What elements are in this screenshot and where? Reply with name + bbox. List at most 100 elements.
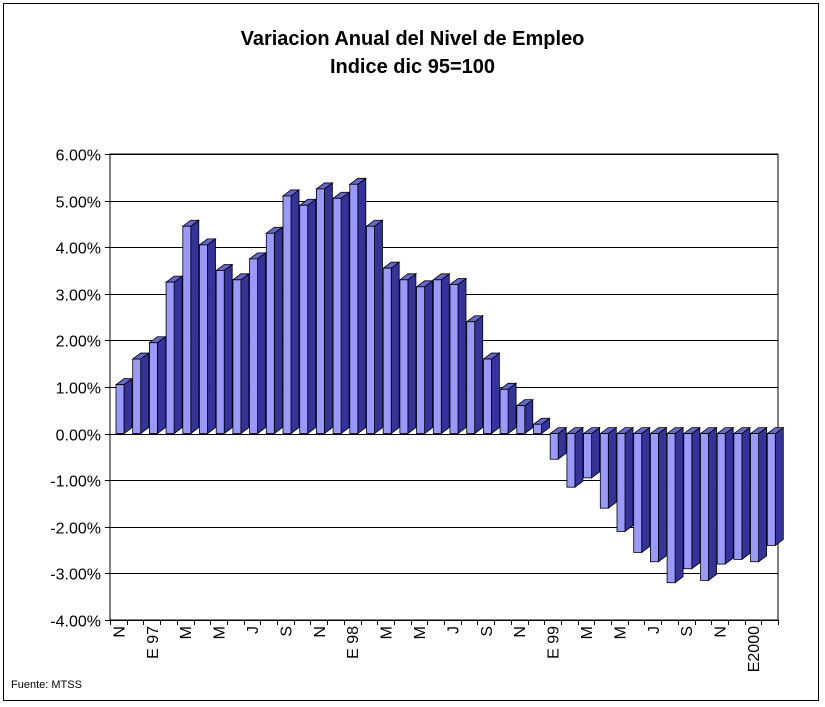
x-tick-label: M — [412, 626, 429, 639]
bar-side — [273, 226, 283, 435]
bar-front — [265, 232, 275, 435]
bar-front — [349, 183, 359, 434]
bar — [549, 426, 568, 461]
bar — [532, 417, 551, 435]
x-tick-label: J — [445, 626, 462, 634]
y-tick-label: -4.00% — [50, 614, 101, 631]
bar-front — [399, 279, 409, 435]
x-tick-label: J — [646, 626, 663, 634]
bar — [265, 226, 284, 435]
bar-front — [766, 433, 776, 546]
y-tick-label: 0.00% — [56, 428, 101, 445]
bar — [231, 273, 251, 435]
x-tick-label: E 98 — [345, 626, 362, 659]
bar-side — [658, 426, 667, 563]
bar-side — [207, 238, 216, 435]
bar-side — [390, 261, 400, 435]
bar-front — [215, 270, 225, 435]
chart-title: Variacion Anual del Nivel de Empleo — [240, 28, 585, 50]
bar-side — [407, 273, 417, 435]
x-tick-label: M — [212, 626, 229, 639]
x-tick-label: S — [479, 626, 496, 637]
bar — [198, 238, 217, 435]
bar — [382, 261, 401, 435]
bar — [315, 182, 334, 435]
bar — [682, 426, 701, 570]
bar-front — [583, 433, 592, 479]
x-tick-label: J — [245, 626, 262, 634]
bar-side — [424, 280, 434, 435]
bar-side — [140, 352, 150, 435]
bar-side — [340, 191, 350, 435]
bar — [665, 426, 685, 584]
bar-front — [650, 433, 659, 563]
bar — [131, 352, 150, 435]
bar-front — [299, 204, 309, 434]
bar — [298, 198, 317, 435]
bar-front — [666, 433, 676, 584]
bar-side — [591, 426, 600, 479]
bar-side — [574, 426, 584, 488]
x-tick-label: S — [679, 626, 696, 637]
y-tick-label: 4.00% — [56, 241, 101, 258]
bar — [214, 263, 234, 435]
bar-front — [700, 433, 709, 581]
y-tick-label: 2.00% — [56, 334, 101, 351]
bar-side — [691, 426, 701, 570]
bar — [465, 314, 484, 435]
x-tick-label: M — [612, 626, 629, 639]
y-tick-label: 1.00% — [56, 381, 101, 398]
bar-front — [750, 433, 759, 563]
bar — [599, 426, 618, 509]
bar — [749, 426, 768, 563]
x-tick-label: N — [512, 626, 529, 638]
bar-front — [199, 244, 208, 434]
bar — [248, 252, 267, 435]
bar-front — [148, 342, 158, 435]
bar — [699, 426, 718, 582]
y-tick-label: -1.00% — [50, 474, 101, 491]
bar-front — [499, 388, 509, 434]
bar-front — [315, 188, 325, 434]
bar-front — [516, 405, 526, 435]
bar — [114, 377, 134, 435]
bar-front — [683, 433, 693, 570]
bar-side — [641, 426, 651, 554]
x-tick-label: S — [278, 626, 295, 637]
bar-side — [307, 198, 317, 435]
bar — [732, 426, 752, 561]
bar-side — [290, 189, 300, 435]
bar — [515, 398, 534, 435]
bar — [181, 219, 201, 435]
bar-side — [490, 352, 500, 435]
bar-side — [674, 426, 684, 584]
bar-side — [457, 277, 467, 435]
bar-side — [240, 273, 250, 435]
bar-side — [223, 263, 233, 435]
bar-side — [607, 426, 617, 509]
x-tick-label: E 99 — [546, 626, 563, 659]
bar — [432, 273, 451, 435]
bar — [565, 426, 585, 488]
bar — [766, 426, 785, 547]
bar-side — [741, 426, 751, 561]
bar — [164, 275, 184, 435]
bar — [281, 189, 301, 435]
x-tick-label: E2000 — [746, 626, 763, 672]
bar-front — [716, 433, 726, 565]
y-tick-label: 5.00% — [56, 195, 101, 212]
bar — [582, 426, 601, 479]
bar-side — [257, 252, 267, 435]
x-tick-label: M — [379, 626, 396, 639]
bar-front — [733, 433, 743, 560]
x-tick-label: N — [713, 626, 730, 638]
x-tick-label: E 97 — [145, 626, 162, 659]
bar-front — [466, 321, 476, 435]
bar — [632, 426, 651, 554]
bar-side — [724, 426, 734, 565]
x-tick-label: M — [579, 626, 596, 639]
bar-front — [633, 433, 643, 553]
bar-front — [616, 433, 626, 532]
bar — [615, 426, 635, 533]
